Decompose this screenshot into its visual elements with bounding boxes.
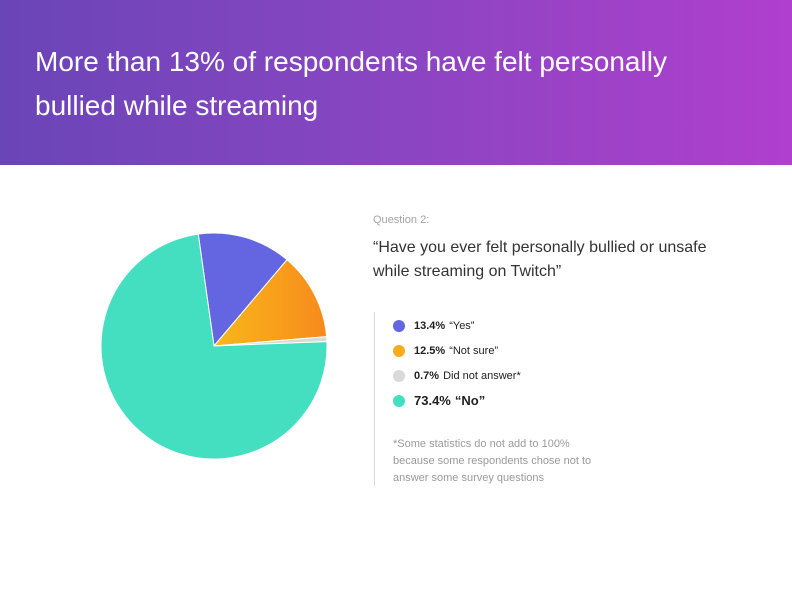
- legend-label: “Not sure”: [449, 344, 499, 357]
- header-banner: More than 13% of respondents have felt p…: [0, 0, 792, 165]
- legend-divider: [374, 312, 375, 486]
- legend-swatch-not-sure: [393, 344, 405, 357]
- legend-item-no-answer: 0.7% Did not answer*: [393, 363, 521, 388]
- footnote: *Some statistics do not add to 100% beca…: [393, 438, 592, 484]
- pie-slice-no: [100, 233, 328, 460]
- legend-pct: 73.4%: [414, 393, 451, 408]
- legend-item-yes: 13.4% “Yes”: [393, 313, 521, 338]
- pie-slice-yes: [197, 232, 288, 348]
- legend-swatch-no-answer: [393, 369, 405, 382]
- legend-swatch-no: [393, 394, 405, 407]
- legend-pct: 13.4%: [414, 319, 446, 332]
- legend-pct: 12.5%: [414, 344, 446, 357]
- legend: 13.4% “Yes” 12.5% “Not sure” 0.7% Did no…: [393, 313, 521, 413]
- question-label: Question 2:: [373, 214, 430, 226]
- legend-label: “No”: [454, 393, 486, 408]
- legend-label: Did not answer*: [443, 369, 521, 382]
- legend-swatch-yes: [393, 319, 405, 332]
- legend-label: “Yes”: [449, 319, 475, 332]
- pie-slice-not-sure: [212, 259, 328, 347]
- legend-pct: 0.7%: [414, 369, 440, 382]
- legend-item-no: 73.4% “No”: [393, 388, 521, 413]
- page-title: More than 13% of respondents have felt p…: [35, 46, 667, 121]
- question-text: “Have you ever felt personally bullied o…: [373, 239, 707, 280]
- legend-item-not-sure: 12.5% “Not sure”: [393, 338, 521, 363]
- pie-chart: [100, 232, 328, 460]
